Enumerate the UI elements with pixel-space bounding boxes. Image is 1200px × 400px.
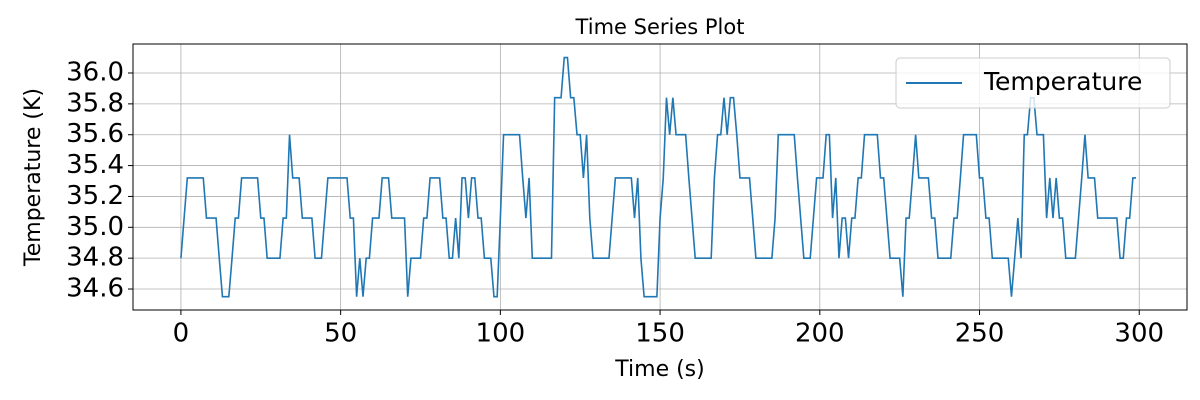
y-tick-label: 35.2 [66, 181, 124, 211]
x-axis-label: Time (s) [614, 357, 704, 382]
x-tick-label: 300 [1114, 319, 1164, 349]
x-tick-label: 0 [173, 319, 190, 349]
y-tick-label: 36.0 [66, 58, 124, 88]
plot-frame [132, 43, 1188, 311]
y-tick-label: 35.8 [66, 88, 124, 118]
x-tick-label: 250 [955, 319, 1005, 349]
x-tick-label: 50 [324, 319, 357, 349]
x-tick-label: 200 [795, 319, 845, 349]
legend-label: Temperature [983, 67, 1142, 96]
y-tick-label: 35.0 [66, 212, 124, 242]
line-series [180, 56, 1137, 298]
chart-title: Time Series Plot [575, 15, 745, 39]
x-tick-label: 100 [476, 319, 526, 349]
y-tick-label: 35.6 [66, 119, 124, 149]
y-tick-label: 34.6 [66, 274, 124, 304]
y-tick-label: 34.8 [66, 243, 124, 273]
y-axis-label: Temperature (K) [21, 88, 46, 267]
y-tick-label: 35.4 [66, 150, 124, 180]
x-tick-label: 150 [635, 319, 685, 349]
legend-box [895, 57, 1171, 109]
